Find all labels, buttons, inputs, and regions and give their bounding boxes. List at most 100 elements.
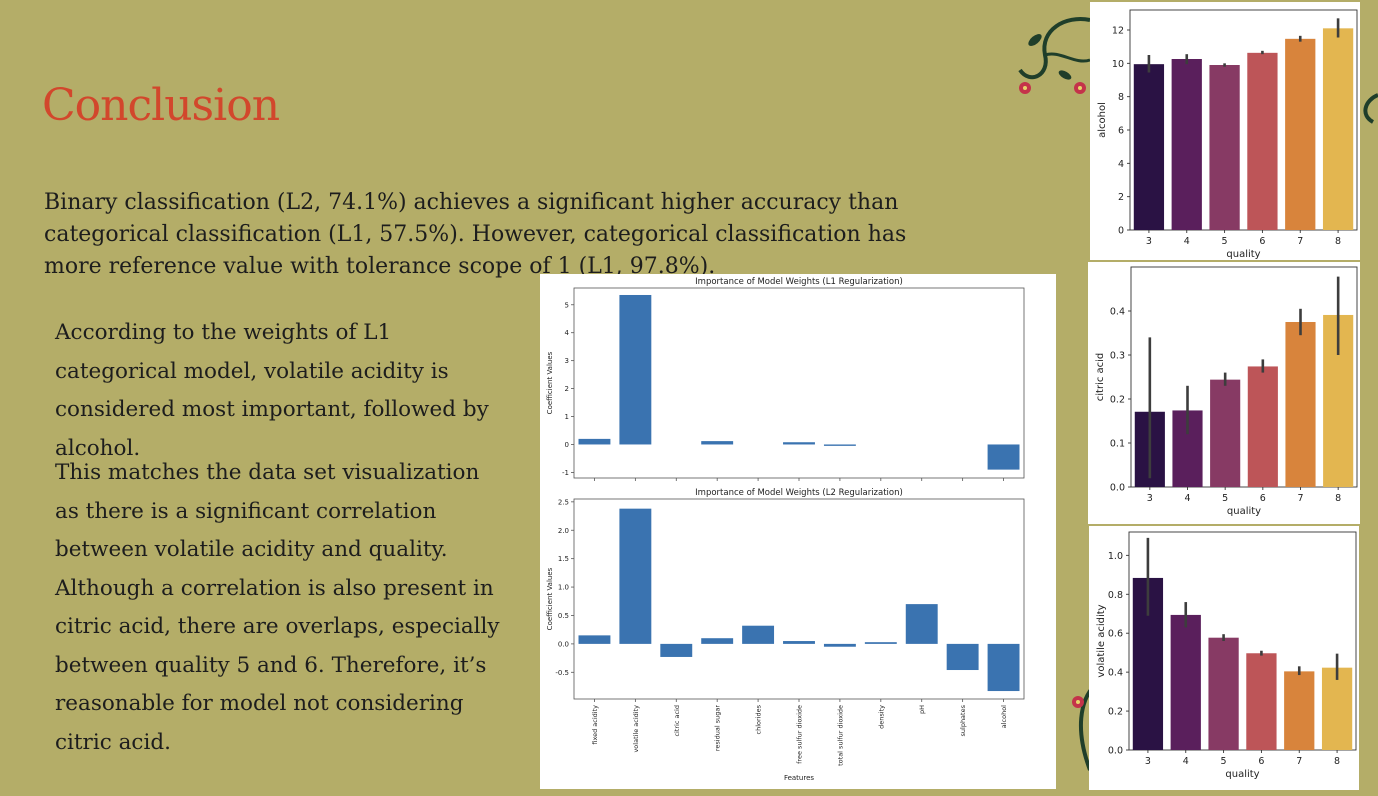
l2-xtick-label-density: density bbox=[877, 705, 885, 729]
l1-ytick-label: -1 bbox=[562, 469, 569, 477]
citric-xtick-label-4: 4 bbox=[1184, 493, 1190, 504]
l2-ytick-label: 1.0 bbox=[558, 584, 569, 592]
volatile-y-axis-label: volatile acidity bbox=[1096, 604, 1107, 677]
l2-ytick-label: 2.0 bbox=[558, 527, 569, 535]
l1-bar-volatile-acidity bbox=[619, 294, 652, 445]
l2-bar-citric-acid bbox=[660, 643, 693, 657]
citric-ytick-label: 0.1 bbox=[1110, 439, 1125, 450]
volatile-ytick-label: 1.0 bbox=[1108, 551, 1123, 562]
citric-xtick-label-7: 7 bbox=[1297, 493, 1303, 504]
alcohol-plot-frame bbox=[1129, 9, 1358, 231]
l2-bar-volatile-acidity bbox=[619, 508, 652, 644]
l1-bar-fixed-acidity bbox=[578, 438, 611, 445]
volatile-xtick-label-3: 3 bbox=[1145, 756, 1151, 767]
volatile-ytick-label: 0.4 bbox=[1108, 668, 1123, 679]
volatile-ytick-label: 0.6 bbox=[1108, 629, 1123, 640]
volatile-xtick-label-8: 8 bbox=[1334, 756, 1340, 767]
l1-ytick-label: 0 bbox=[565, 441, 569, 449]
alcohol-ytick-label: 6 bbox=[1118, 126, 1124, 137]
slide-title: Conclusion bbox=[42, 80, 280, 131]
l2-xtick-label-ph: pH bbox=[918, 705, 926, 714]
l1-ytick-label: 4 bbox=[565, 329, 570, 337]
l2-ytick-label: 2.5 bbox=[558, 498, 569, 506]
l2-bar-free-sulfur-dioxide bbox=[783, 641, 815, 644]
l2-y-axis-label: Coefficient Values bbox=[546, 567, 554, 630]
alcohol-xtick-label-6: 6 bbox=[1259, 236, 1265, 247]
l2-ytick-label: 1.5 bbox=[558, 555, 569, 563]
volatile-xtick-label-4: 4 bbox=[1183, 756, 1189, 767]
volatile-ytick-label: 0.8 bbox=[1108, 590, 1123, 601]
l1-bar-free-sulfur-dioxide bbox=[783, 442, 815, 445]
alcohol-bar-quality-4 bbox=[1171, 59, 1202, 230]
alcohol-ytick-label: 8 bbox=[1118, 92, 1124, 103]
alcohol-by-quality-figure: 0 2 4 6 8 10 12 alcohol 3 4 5 6 7 8 quality bbox=[1090, 2, 1360, 260]
volatile-bar-quality-4 bbox=[1170, 614, 1201, 750]
citric-plot-frame bbox=[1130, 266, 1358, 488]
citric-y-axis-label: citric acid bbox=[1095, 353, 1106, 402]
correlation-paragraph: This matches the data set visualization … bbox=[55, 460, 500, 755]
citric-ytick-label: 0.3 bbox=[1110, 351, 1125, 362]
l1-ytick-label: 2 bbox=[565, 385, 569, 393]
l2-ytick-label: 0.5 bbox=[558, 612, 569, 620]
citric-x-axis-label: quality bbox=[1227, 506, 1261, 517]
l2-x-axis-label: Features bbox=[784, 774, 814, 782]
volatile-xtick-label-5: 5 bbox=[1221, 756, 1227, 767]
l2-bar-density bbox=[864, 642, 897, 644]
alcohol-ytick-label: 2 bbox=[1118, 192, 1124, 203]
citric-xtick-label-8: 8 bbox=[1335, 493, 1341, 504]
volatile-xtick-label-7: 7 bbox=[1296, 756, 1302, 767]
alcohol-xtick-label-8: 8 bbox=[1335, 236, 1341, 247]
alcohol-chart-svg: 0 2 4 6 8 10 12 alcohol 3 4 5 6 7 8 quality bbox=[1097, 9, 1358, 260]
floral-ornament-right bbox=[1363, 93, 1378, 124]
weights-paragraph: According to the weights of L1 categoric… bbox=[55, 320, 489, 461]
l1-bar-alcohol bbox=[987, 444, 1020, 470]
l1-chart-title: Importance of Model Weights (L1 Regulari… bbox=[695, 277, 903, 287]
citric-ytick-label: 0.0 bbox=[1110, 483, 1125, 494]
alcohol-y-axis-label: alcohol bbox=[1097, 102, 1108, 138]
l1-bar-total-sulfur-dioxide bbox=[823, 444, 856, 446]
l2-xtick-label-citric-acid: citric acid bbox=[673, 705, 681, 737]
volatile-bar-quality-5 bbox=[1208, 637, 1239, 750]
citric-bar-quality-7 bbox=[1285, 322, 1316, 487]
alcohol-ytick-label: 4 bbox=[1118, 159, 1124, 170]
l2-bar-ph bbox=[905, 604, 938, 644]
volatile-bar-quality-8 bbox=[1321, 667, 1353, 750]
l2-bar-residual-sugar bbox=[701, 638, 734, 644]
l2-ytick-label: -0.5 bbox=[555, 669, 569, 677]
l1-ytick-label: 3 bbox=[565, 357, 569, 365]
l2-ytick-label: 0.0 bbox=[558, 640, 569, 648]
l2-bar-alcohol bbox=[987, 643, 1020, 692]
alcohol-ytick-label: 12 bbox=[1112, 26, 1124, 37]
l2-chart-title: Importance of Model Weights (L2 Regulari… bbox=[695, 488, 903, 498]
l2-xtick-label-fixed-acidity: fixed acidity bbox=[591, 705, 599, 745]
volatile-bar-quality-6 bbox=[1246, 653, 1277, 750]
l2-xtick-label-volatile-acidity: volatile acidity bbox=[632, 705, 640, 753]
citric-ytick-label: 0.2 bbox=[1110, 395, 1125, 406]
alcohol-x-axis-label: quality bbox=[1226, 249, 1260, 260]
l2-xtick-label-sulphates: sulphates bbox=[959, 704, 967, 736]
alcohol-xtick-label-7: 7 bbox=[1297, 236, 1303, 247]
l2-xtick-label-free-sulfur-dioxide: free sulfur dioxide bbox=[796, 705, 804, 764]
alcohol-bar-quality-3 bbox=[1133, 64, 1165, 230]
citric-xtick-label-3: 3 bbox=[1147, 493, 1153, 504]
l1-ytick-label: 5 bbox=[565, 301, 569, 309]
alcohol-bar-quality-8 bbox=[1322, 28, 1354, 231]
volatile-x-axis-label: quality bbox=[1225, 769, 1259, 780]
alcohol-xtick-label-5: 5 bbox=[1222, 236, 1228, 247]
alcohol-ytick-label: 10 bbox=[1112, 59, 1124, 70]
citric-xtick-label-5: 5 bbox=[1222, 493, 1228, 504]
l2-xtick-label-residual-sugar: residual sugar bbox=[714, 705, 722, 751]
alcohol-bar-quality-6 bbox=[1247, 52, 1278, 231]
l1-ytick-label: 1 bbox=[565, 413, 569, 421]
model-weights-svg: Importance of Model Weights (L1 Regulari… bbox=[546, 277, 1025, 782]
volatile-ytick-label: 0.2 bbox=[1108, 707, 1123, 718]
l2-bar-chlorides bbox=[742, 625, 775, 644]
l1-y-axis-label: Coefficient Values bbox=[546, 351, 554, 414]
volatile-acidity-chart-svg: 0.0 0.2 0.4 0.6 0.8 1.0 volatile acidity 3 4 5 6 7 8… bbox=[1096, 531, 1357, 780]
l2-xtick-label-total-sulfur-dioxide: total sulfur dioxide bbox=[836, 705, 844, 766]
l2-bar-sulphates bbox=[946, 643, 979, 671]
alcohol-ytick-label: 0 bbox=[1118, 226, 1124, 237]
intro-paragraph: Binary classification (L2, 74.1%) achiev… bbox=[44, 190, 907, 279]
l2-bar-total-sulfur-dioxide bbox=[823, 643, 856, 647]
citric-ytick-label: 0.4 bbox=[1110, 307, 1125, 318]
